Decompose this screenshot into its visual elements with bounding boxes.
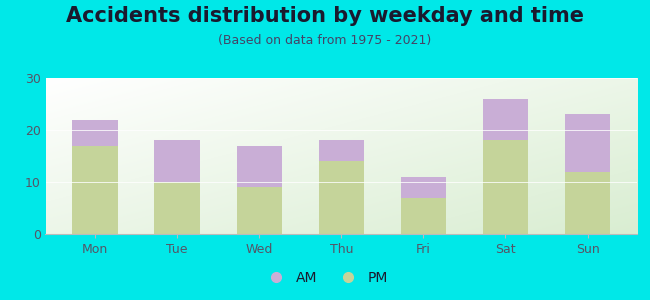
Bar xyxy=(483,99,528,140)
Text: Accidents distribution by weekday and time: Accidents distribution by weekday and ti… xyxy=(66,7,584,26)
Bar xyxy=(483,140,528,234)
Bar xyxy=(72,120,118,146)
Bar xyxy=(401,198,446,234)
Bar xyxy=(318,140,364,161)
Bar xyxy=(237,187,281,234)
Bar xyxy=(565,172,610,234)
Text: (Based on data from 1975 - 2021): (Based on data from 1975 - 2021) xyxy=(218,34,432,47)
Bar xyxy=(318,161,364,234)
Bar xyxy=(155,182,200,234)
Bar xyxy=(155,140,200,182)
Bar xyxy=(72,146,118,234)
Legend: AM, PM: AM, PM xyxy=(257,265,393,290)
Bar xyxy=(565,114,610,172)
Bar xyxy=(237,146,281,187)
Bar xyxy=(401,177,446,198)
